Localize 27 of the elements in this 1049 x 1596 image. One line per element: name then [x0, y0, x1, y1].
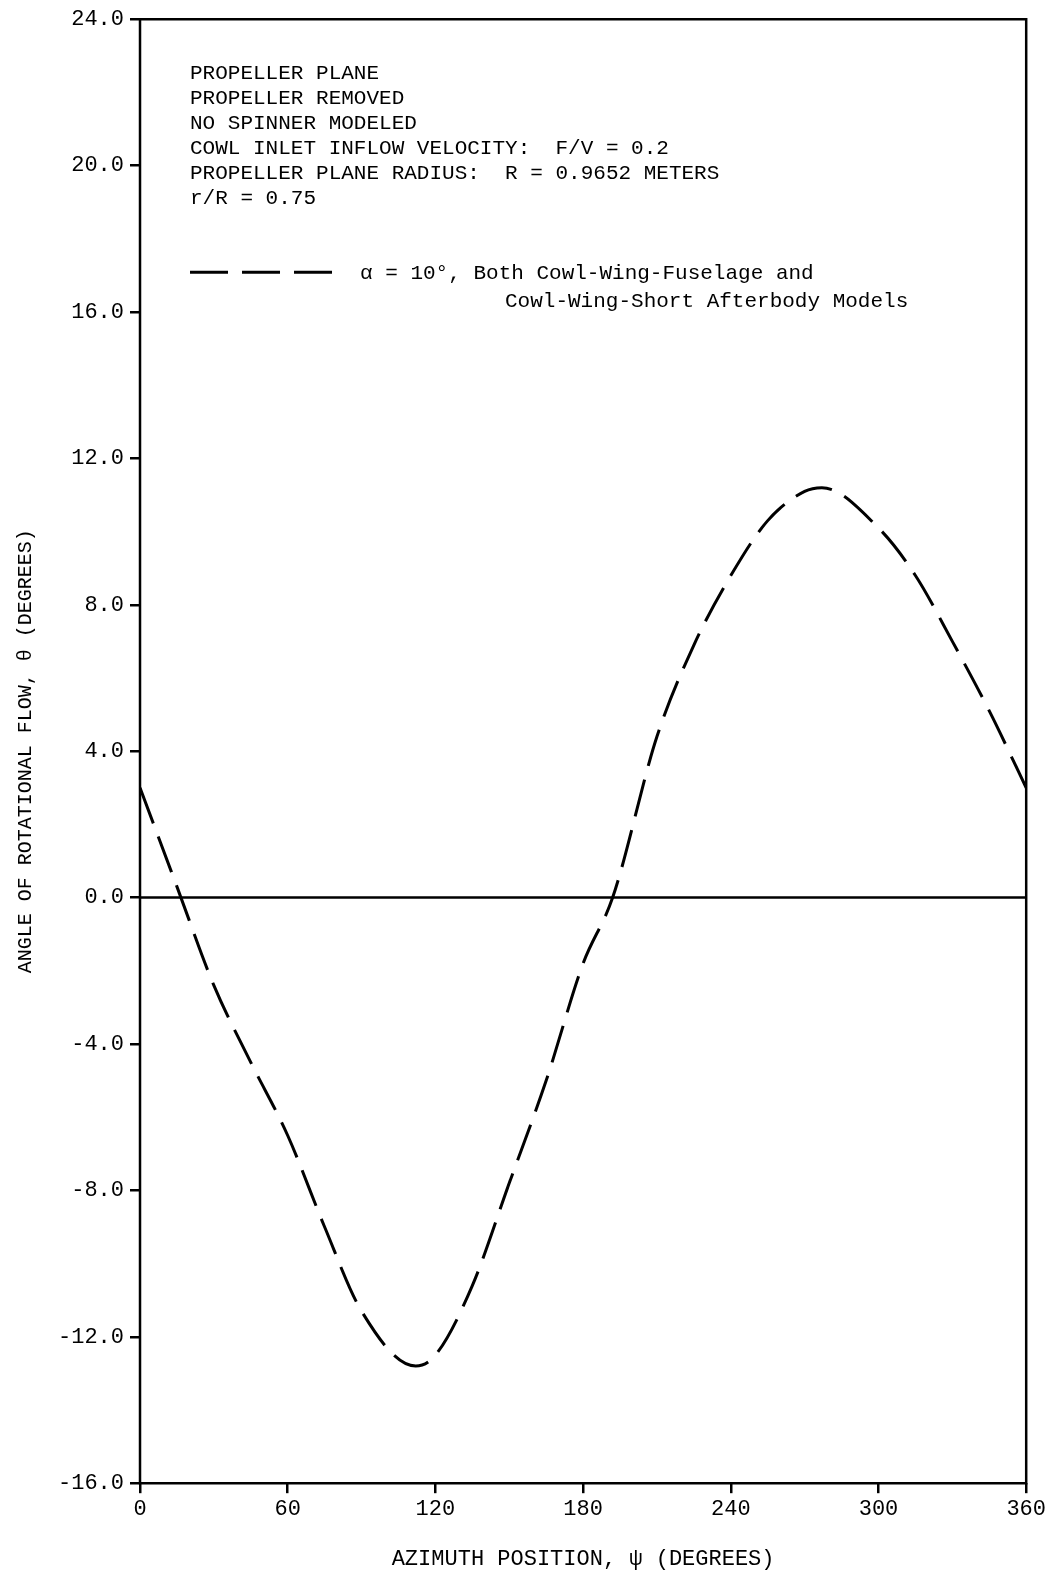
x-tick-label: 360 [1006, 1497, 1046, 1523]
y-axis-title: ANGLE OF ROTATIONAL FLOW, θ (DEGREES) [14, 529, 38, 974]
x-tick-label: 300 [858, 1497, 899, 1523]
annotation: r/R = 0.75 [190, 187, 317, 211]
x-axis-title: AZIMUTH POSITION, ψ (DEGREES) [391, 1546, 775, 1572]
y-tick-label: 4.0 [84, 739, 125, 765]
x-tick-label: 60 [274, 1497, 301, 1523]
text: α = 10°, Both Cowl-Wing-Fuselage and Cowl-Wing-Short Afterbody Models [360, 262, 909, 314]
annotation: COWL INLET INFLOW VELOCITY: F/V = 0.2 [190, 137, 669, 161]
x-tick-label: 180 [563, 1497, 603, 1523]
annotation: NO SPINNER MODELED [190, 112, 417, 136]
y-tick-label: 0.0 [84, 885, 125, 911]
y-tick-label: -4.0 [71, 1031, 125, 1057]
x-tick-label: 0 [133, 1497, 147, 1523]
y-tick-label: -8.0 [71, 1178, 125, 1204]
y-tick-label: 12.0 [71, 446, 125, 472]
y-tick-label: -12.0 [58, 1324, 125, 1350]
y-tick-label: 24.0 [71, 7, 125, 33]
x-tick-label: 120 [415, 1497, 456, 1523]
annotation: PROPELLER REMOVED [190, 87, 405, 111]
x-tick-label: 240 [711, 1497, 751, 1523]
y-tick-label: 16.0 [71, 299, 125, 325]
annotation: PROPELLER PLANE [190, 62, 380, 86]
y-tick-label: 20.0 [71, 153, 125, 179]
y-tick-label: 8.0 [84, 592, 125, 618]
annotation: PROPELLER PLANE RADIUS: R = 0.9652 METERS [190, 162, 720, 186]
y-tick-label: -16.0 [58, 1471, 125, 1497]
